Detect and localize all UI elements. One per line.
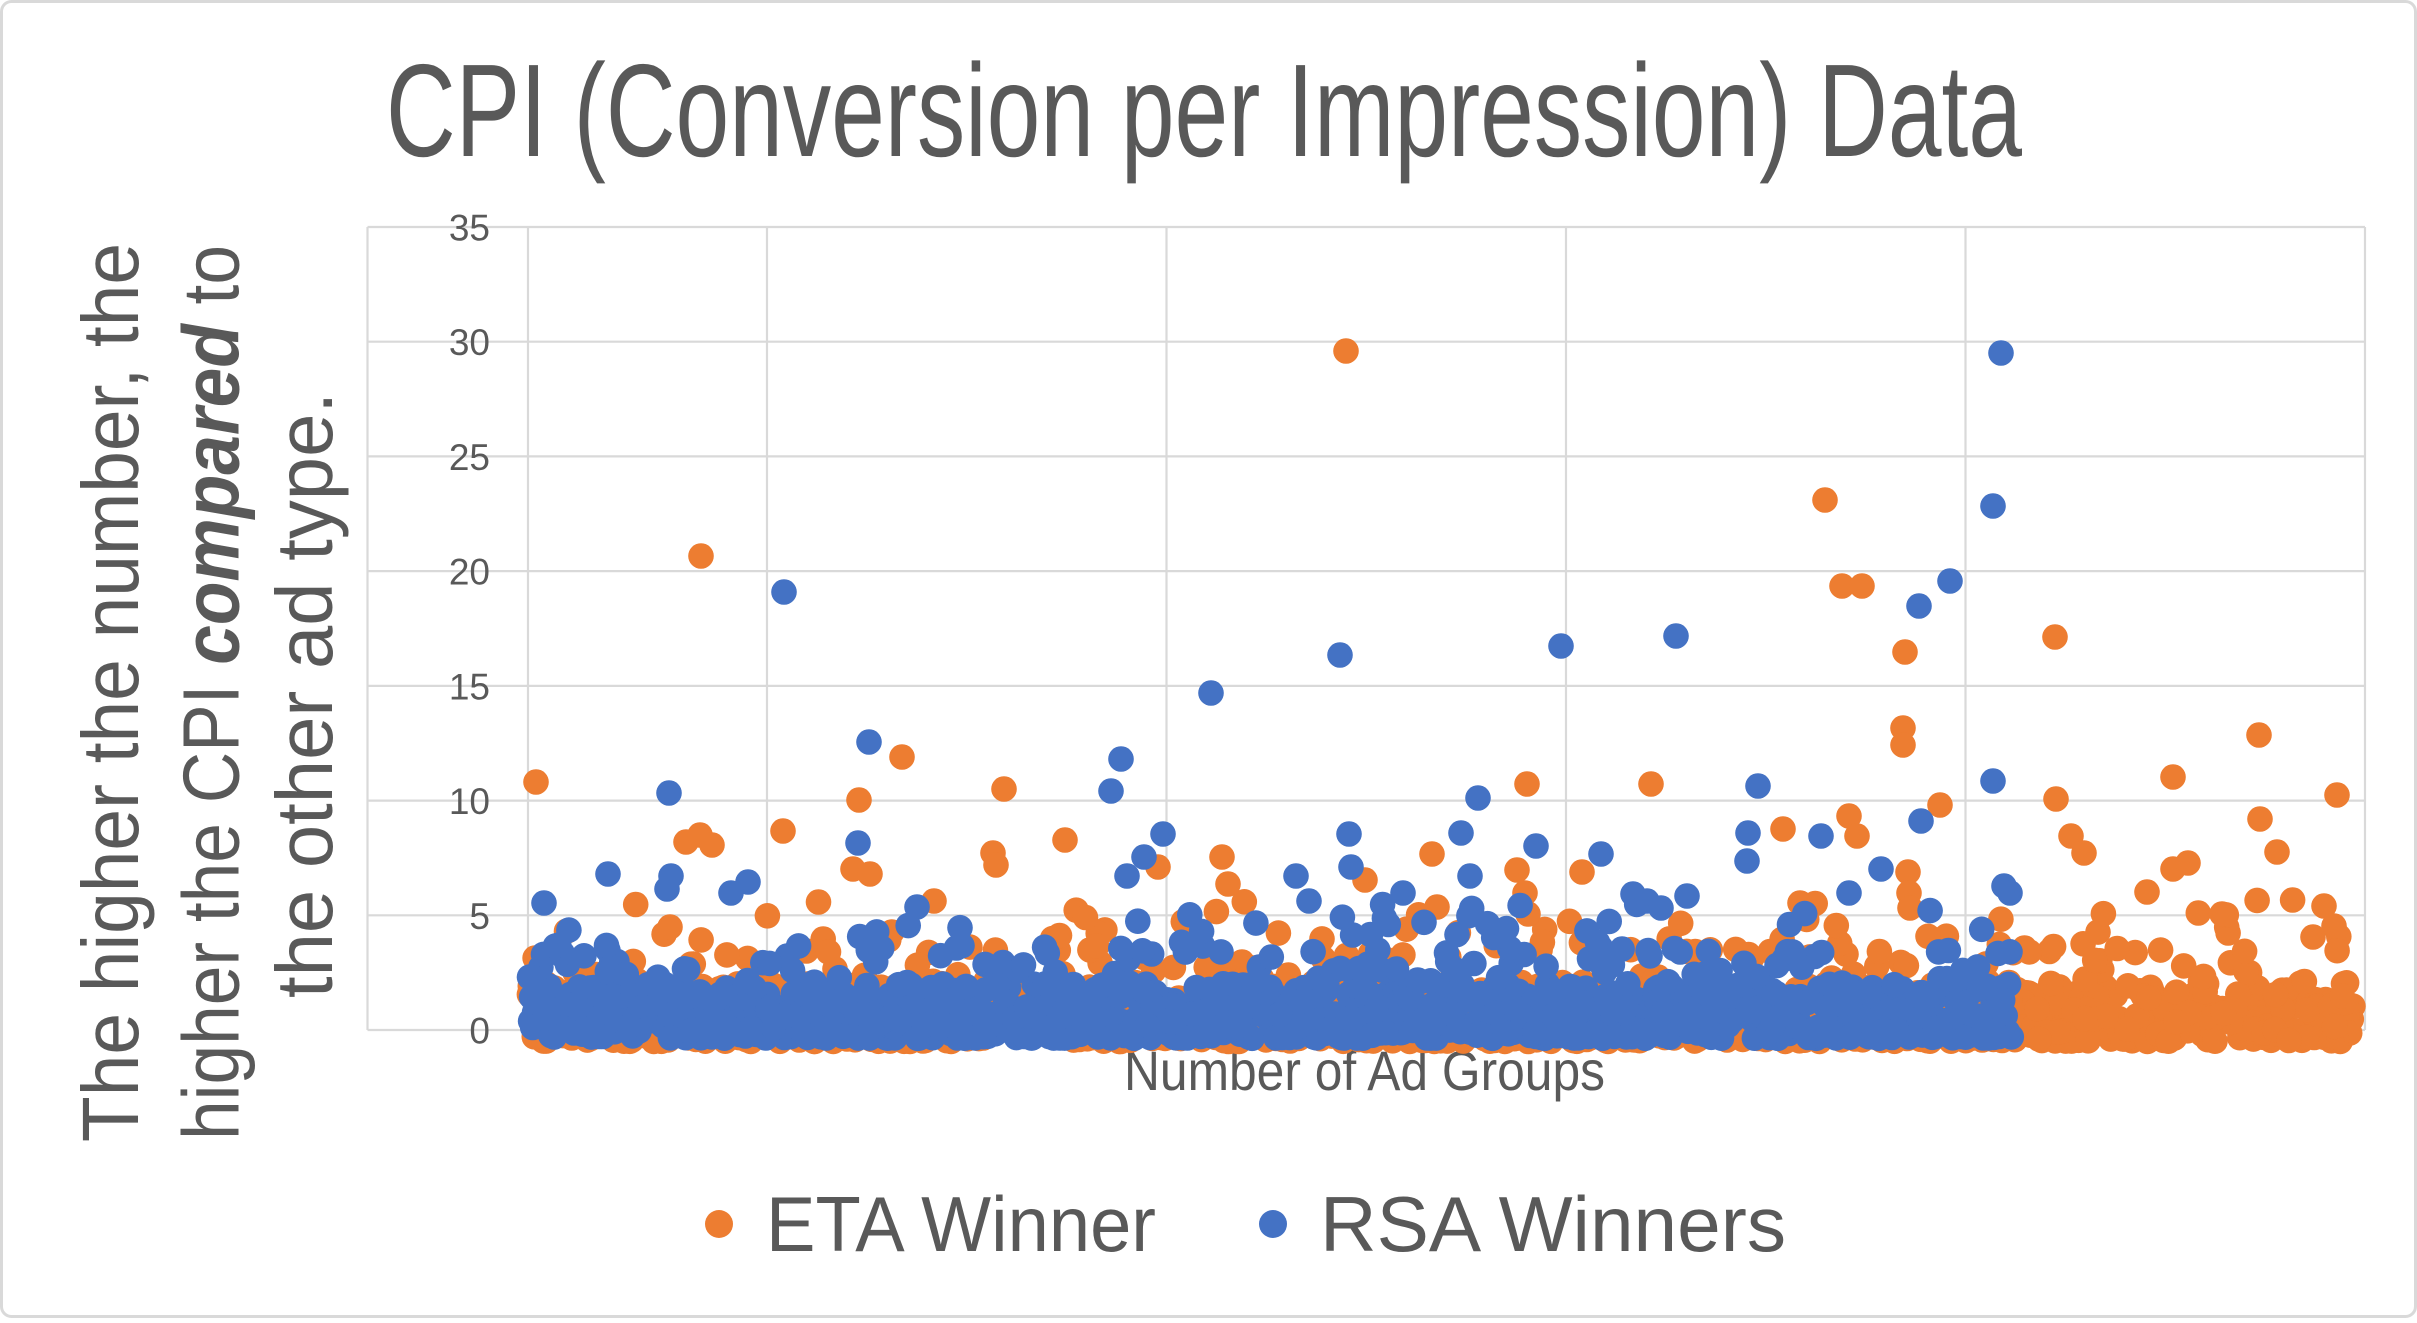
svg-text:0: 0 [469,1011,490,1052]
svg-text:The higher the number, the: The higher the number, the [66,243,155,1142]
svg-text:RSA Winners: RSA Winners [1320,1180,1786,1268]
svg-text:higher the CPI compared to: higher the CPI compared to [167,245,256,1140]
svg-text:5: 5 [469,896,490,937]
svg-text:20: 20 [449,552,490,593]
svg-text:the other ad type.: the other ad type. [260,392,349,998]
svg-text:30: 30 [449,322,490,363]
svg-text:ETA Winner: ETA Winner [766,1180,1156,1268]
svg-text:15: 15 [449,666,490,707]
svg-text:10: 10 [449,781,490,822]
svg-text:CPI (Conversion per Impression: CPI (Conversion per Impression) Data [386,37,2022,184]
svg-text:35: 35 [449,208,490,249]
svg-text:25: 25 [449,437,490,478]
